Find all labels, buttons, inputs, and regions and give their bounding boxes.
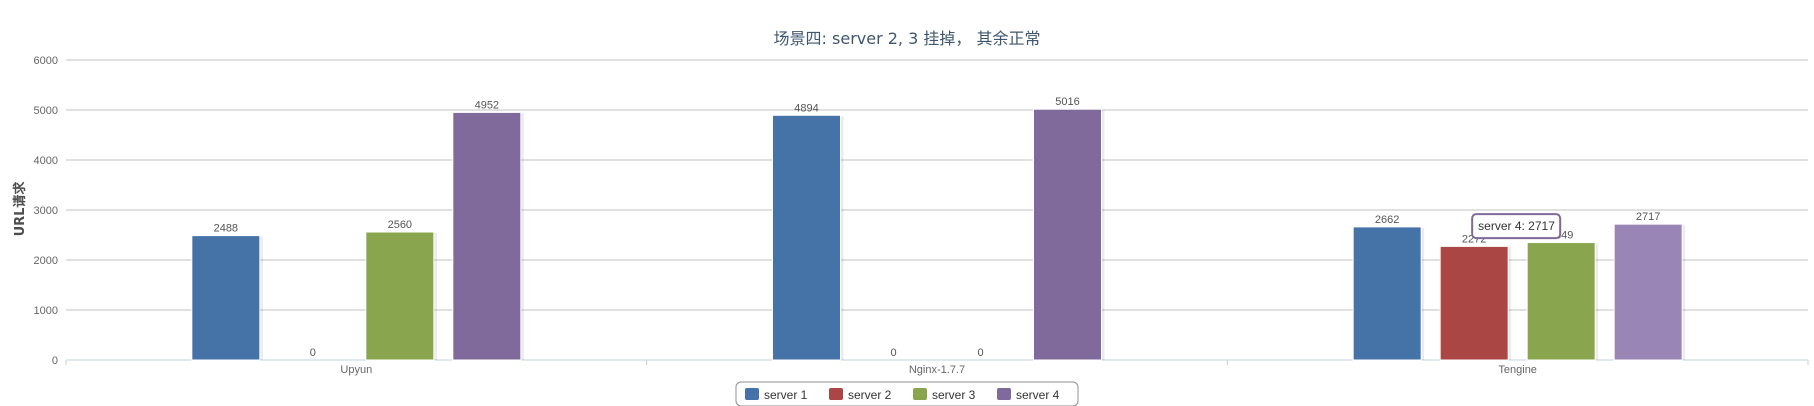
- y-tick-label: 6000: [34, 55, 58, 67]
- legend-label: server 4: [1016, 388, 1060, 402]
- bar[interactable]: [365, 231, 435, 361]
- y-tick-label: 3000: [34, 205, 58, 217]
- legend-item-server-2[interactable]: server 2: [829, 388, 892, 402]
- bars: [191, 108, 1686, 361]
- bar[interactable]: [452, 111, 522, 361]
- data-label: 0: [890, 347, 896, 359]
- y-tick-label: 5000: [34, 105, 58, 117]
- bar[interactable]: [772, 114, 841, 361]
- y-tick-label: 1000: [34, 305, 58, 317]
- tooltip-box: [1471, 213, 1562, 240]
- tooltip-text: server 4: 2717: [1478, 219, 1555, 233]
- gridlines: [66, 59, 1808, 311]
- legend-swatch: [997, 388, 1011, 400]
- data-label: 5016: [1055, 96, 1079, 108]
- legend-box: [735, 381, 1079, 406]
- y-tick-label: 2000: [34, 255, 58, 267]
- bar[interactable]: [1033, 108, 1102, 361]
- tooltip: server 4: 2717: [1471, 213, 1562, 240]
- legend[interactable]: server 1 server 2 server 3 server 4: [735, 381, 1079, 406]
- x-tick-label: Tengine: [1498, 364, 1537, 376]
- bar[interactable]: [1613, 223, 1683, 361]
- bar[interactable]: [191, 235, 261, 361]
- y-axis-ticks: 0 1000 2000 3000 4000 5000 6000: [34, 55, 58, 367]
- legend-swatch: [745, 388, 759, 400]
- chart-title: 场景四: server 2, 3 挂掉， 其余正常: [774, 29, 1041, 48]
- legend-item-server-4[interactable]: server 4: [997, 388, 1060, 402]
- data-label: 2717: [1636, 211, 1660, 223]
- y-tick-label: 0: [52, 355, 58, 367]
- legend-swatch: [913, 388, 927, 400]
- legend-label: server 3: [932, 388, 976, 402]
- data-label: 2560: [388, 219, 412, 231]
- y-axis-title: URL请求: [12, 181, 28, 237]
- legend-label: server 1: [764, 388, 808, 402]
- bar[interactable]: [1352, 226, 1422, 361]
- data-label: 4894: [794, 102, 818, 114]
- data-label: 0: [977, 347, 983, 359]
- x-tick-label: Upyun: [340, 364, 372, 376]
- legend-item-server-3[interactable]: server 3: [913, 388, 976, 402]
- data-label: 4952: [475, 99, 499, 111]
- legend-label: server 2: [848, 388, 892, 402]
- x-tick-label: Nginx-1.7.7: [909, 364, 965, 376]
- data-label: 0: [310, 347, 316, 359]
- legend-swatch: [829, 388, 843, 400]
- data-label: 2488: [214, 223, 238, 235]
- bar[interactable]: [1439, 245, 1509, 361]
- bar[interactable]: [1526, 242, 1596, 361]
- y-tick-label: 4000: [34, 155, 58, 167]
- legend-item-server-1[interactable]: server 1: [745, 388, 808, 402]
- data-label: 2662: [1375, 214, 1399, 226]
- x-axis: Upyun Nginx-1.7.7 Tengine: [65, 359, 1809, 376]
